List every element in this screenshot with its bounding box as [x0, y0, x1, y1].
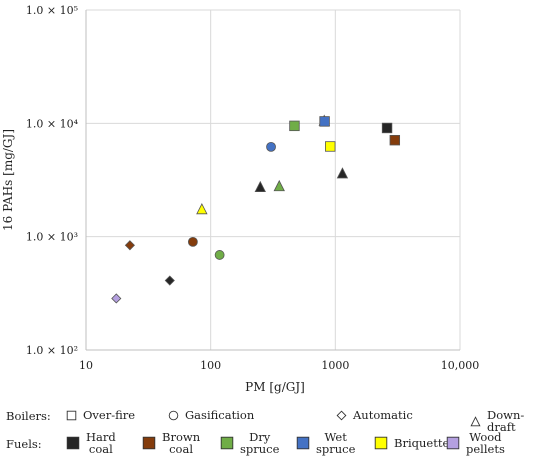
fuel-legend-label: Briquettes [394, 436, 456, 450]
data-point-triangle [273, 179, 285, 192]
data-point-square [381, 122, 393, 134]
data-point-circle [187, 236, 198, 247]
fuel-legend-label: Wood pellets [466, 430, 505, 456]
boiler-legend-item-down-draft: Down-draft [470, 409, 550, 433]
boiler-legend-item-gasification: Gasification [168, 409, 254, 421]
y-tick-label: 1.0 × 10⁴ [26, 117, 79, 130]
y-tick-labels: 1.0 × 10² 1.0 × 10³ 1.0 × 10⁴ 1.0 × 10⁵ [26, 4, 79, 357]
data-point-triangle [254, 180, 266, 193]
data-point-square [325, 141, 336, 152]
color-swatch-icon [446, 436, 460, 450]
boiler-legend-label: Automatic [353, 408, 413, 422]
x-axis-label: PM [g/GJ] [245, 380, 305, 394]
fuels-legend-title: Fuels: [6, 437, 42, 451]
axes [85, 10, 460, 351]
fuel-legend-item-dry-spruce: Dry spruce [220, 428, 279, 458]
color-swatch-icon [374, 436, 388, 450]
fuel-legend-item-brown-coal: Brown coal [142, 428, 200, 458]
data-point-diamond [164, 275, 175, 286]
fuel-legend-item-briquettes: Briquettes [374, 428, 455, 458]
data-point-circle [266, 141, 276, 152]
data-point-diamond [111, 293, 122, 304]
grid-lines [85, 9, 461, 351]
fuel-legend-item-wood-pellets: Wood pellets [446, 428, 505, 458]
x-tick-label: 1000 [321, 359, 349, 372]
x-tick-label: 10,000 [441, 359, 480, 372]
boilers-legend: Boilers: Over-fire Gasification Automatic D… [0, 408, 550, 433]
boiler-legend-item-automatic: Automatic [336, 409, 413, 421]
fuel-legend-label: Brown coal [162, 430, 201, 456]
diamond-icon [336, 410, 347, 420]
circle-icon [168, 410, 179, 420]
fuels-legend: Fuels: Hard coal Brown coal Dry spruce Wet … [0, 428, 550, 458]
x-tick-label: 100 [200, 359, 221, 372]
y-tick-label: 1.0 × 10³ [26, 231, 78, 244]
data-point-triangle [196, 203, 208, 215]
fuel-legend-item-wet-spruce: Wet spruce [296, 428, 355, 458]
y-tick-label: 1.0 × 10⁵ [26, 4, 78, 17]
fuel-legend-label: Dry spruce [240, 430, 280, 456]
boiler-legend-label: Over-fire [83, 408, 136, 422]
boiler-legend-item-over-fire: Over-fire [66, 409, 135, 421]
x-tick-labels: 10 100 1000 10,000 [79, 359, 479, 372]
color-swatch-icon [142, 436, 156, 450]
fuel-legend-label: Wet spruce [316, 430, 356, 456]
y-tick-label: 1.0 × 10² [26, 344, 78, 357]
y-axis-label: 16 PAHs [mg/GJ] [1, 129, 15, 231]
triangle-icon [470, 415, 481, 426]
data-point-circle [214, 250, 225, 260]
fuel-legend-item-hard-coal: Hard coal [66, 428, 116, 458]
data-point-square [389, 134, 401, 146]
color-swatch-icon [296, 436, 310, 450]
boiler-legend-label: Down-draft [487, 408, 525, 434]
boilers-legend-title: Boilers: [6, 409, 51, 423]
data-point-square [319, 116, 330, 127]
data-point-triangle [336, 167, 349, 179]
boiler-legend-label: Gasification [185, 408, 255, 422]
square-icon [66, 410, 77, 420]
data-points [111, 114, 401, 304]
data-point-square [289, 120, 300, 132]
fuel-legend-label: Hard coal [86, 430, 116, 456]
color-swatch-icon [66, 436, 80, 450]
data-point-diamond [124, 240, 135, 251]
x-tick-label: 10 [79, 359, 93, 372]
color-swatch-icon [220, 436, 234, 450]
